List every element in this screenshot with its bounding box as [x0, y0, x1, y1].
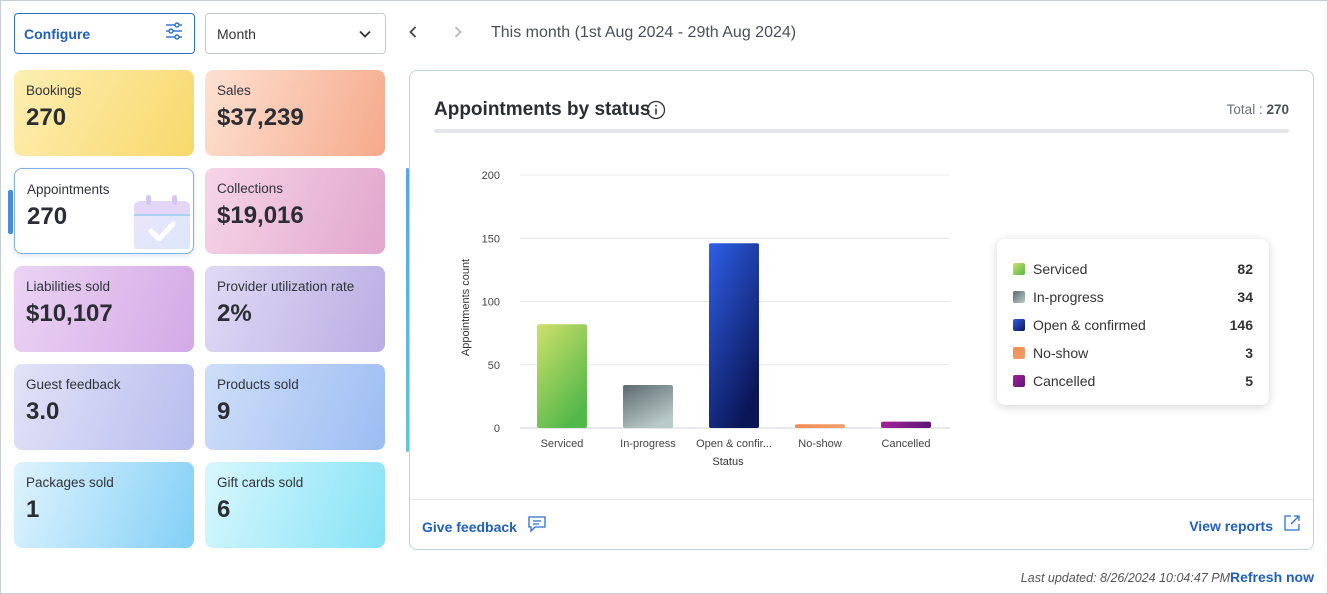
legend-item[interactable]: No-show 3	[1013, 339, 1253, 367]
tile-value: 3.0	[26, 398, 60, 425]
tile-value: $19,016	[217, 202, 304, 229]
tile-label: Products sold	[217, 377, 299, 392]
tile-provider-utilization[interactable]: Provider utilization rate 2%	[205, 266, 385, 352]
tile-value: 2%	[217, 300, 252, 327]
legend-count: 5	[1245, 373, 1253, 389]
x-tick-label: Cancelled	[882, 438, 931, 450]
tile-packages-sold[interactable]: Packages sold 1	[14, 462, 194, 548]
legend-name: In-progress	[1033, 289, 1104, 305]
tile-label: Packages sold	[26, 475, 114, 490]
tile-label: Bookings	[26, 83, 82, 98]
x-tick-label: Open & confir...	[696, 438, 772, 450]
tile-label: Appointments	[27, 182, 110, 197]
tile-value: $37,239	[217, 104, 304, 131]
total-label: Total :	[1226, 102, 1263, 117]
legend-item[interactable]: In-progress 34	[1013, 283, 1253, 311]
info-icon[interactable]	[646, 100, 666, 125]
give-feedback-label: Give feedback	[422, 518, 517, 535]
refresh-now-link[interactable]: Refresh now	[1229, 569, 1314, 585]
give-feedback-link[interactable]: Give feedback	[422, 515, 547, 538]
bar-in-progress[interactable]	[623, 384, 673, 428]
chevron-left-icon	[409, 25, 417, 43]
chat-bubble-icon	[527, 515, 547, 538]
legend-name: Open & confirmed	[1033, 317, 1146, 333]
legend-item[interactable]: Serviced 82	[1013, 255, 1253, 283]
x-axis-label: Status	[712, 456, 744, 468]
tile-appointments[interactable]: Appointments 270	[14, 168, 194, 254]
tile-value: 1	[26, 496, 40, 523]
title-divider	[434, 129, 1289, 133]
y-tick-label: 50	[488, 360, 500, 372]
legend-swatch	[1013, 347, 1025, 359]
next-period-button[interactable]	[448, 22, 468, 46]
tile-label: Provider utilization rate	[217, 279, 355, 294]
y-tick-label: 100	[482, 297, 500, 309]
configure-label: Configure	[24, 25, 91, 42]
legend-item[interactable]: Cancelled 5	[1013, 367, 1253, 395]
sliders-icon	[164, 21, 184, 46]
tile-value: 6	[217, 496, 231, 523]
total-value: 270	[1266, 102, 1289, 117]
y-tick-label: 150	[482, 233, 500, 245]
date-range-label: This month (1st Aug 2024 - 29th Aug 2024…	[491, 24, 797, 41]
y-tick-label: 0	[494, 423, 500, 435]
tile-sales[interactable]: Sales $37,239	[205, 70, 385, 156]
legend-swatch	[1013, 291, 1025, 303]
external-link-icon	[1283, 514, 1301, 537]
tile-collections[interactable]: Collections $19,016	[205, 168, 385, 254]
last-updated-text: Last updated: 8/26/2024 10:04:47 PM	[1020, 571, 1230, 585]
tile-label: Sales	[217, 83, 251, 98]
tile-scrollbar[interactable]	[406, 168, 409, 452]
previous-period-button[interactable]	[403, 22, 423, 46]
tile-label: Collections	[217, 181, 284, 196]
chevron-down-icon	[359, 25, 371, 43]
legend-name: Cancelled	[1033, 373, 1096, 389]
bar-serviced[interactable]	[537, 324, 587, 428]
bar-chart: 0 50 100 150 200 Serviced In-progress Open & c…	[460, 170, 950, 468]
tile-bookings[interactable]: Bookings 270	[14, 70, 194, 156]
tile-value: 270	[26, 104, 67, 131]
selected-indicator	[8, 190, 13, 234]
legend-item[interactable]: Open & confirmed 146	[1013, 311, 1253, 339]
calendar-check-icon	[132, 193, 192, 253]
view-reports-label: View reports	[1189, 517, 1273, 534]
legend-count: 34	[1237, 289, 1253, 305]
legend-name: Serviced	[1033, 261, 1088, 277]
x-tick-label: No-show	[798, 438, 841, 450]
x-tick-label: Serviced	[541, 438, 584, 450]
x-tick-label: In-progress	[620, 438, 676, 450]
legend-swatch	[1013, 263, 1025, 275]
tile-label: Liabilities sold	[26, 279, 111, 294]
tile-value: $10,107	[26, 300, 113, 327]
legend-swatch	[1013, 319, 1025, 331]
bar-no-show[interactable]	[795, 424, 845, 428]
tile-guest-feedback[interactable]: Guest feedback 3.0	[14, 364, 194, 450]
appointments-chart-card: Appointments by status Total : 270 0 50 10…	[409, 70, 1314, 550]
tile-value: 9	[217, 398, 231, 425]
bar-open-confir[interactable]	[709, 243, 759, 428]
legend-count: 82	[1237, 261, 1253, 277]
y-tick-label: 200	[482, 170, 500, 182]
tile-liabilities-sold[interactable]: Liabilities sold $10,107	[14, 266, 194, 352]
bar-cancelled[interactable]	[881, 421, 931, 428]
tile-label: Guest feedback	[26, 377, 121, 392]
period-select[interactable]: Month	[205, 13, 386, 54]
card-title: Appointments by status	[434, 99, 651, 120]
card-footer: Give feedback View reports	[410, 499, 1313, 549]
legend-count: 3	[1245, 345, 1253, 361]
tile-value: 270	[27, 203, 68, 230]
chart-legend: Serviced 82 In-progress 34 Open & confir…	[997, 239, 1269, 405]
tile-gift-cards-sold[interactable]: Gift cards sold 6	[205, 462, 385, 548]
period-value: Month	[217, 25, 256, 42]
y-axis-label: Appointments count	[460, 259, 472, 356]
legend-name: No-show	[1033, 345, 1089, 361]
legend-count: 146	[1229, 317, 1253, 333]
view-reports-link[interactable]: View reports	[1189, 514, 1301, 537]
tile-products-sold[interactable]: Products sold 9	[205, 364, 385, 450]
legend-swatch	[1013, 375, 1025, 387]
total-count: Total : 270	[1227, 102, 1289, 117]
configure-button[interactable]: Configure	[14, 13, 195, 54]
chevron-right-icon	[454, 25, 462, 43]
tile-label: Gift cards sold	[217, 475, 304, 490]
